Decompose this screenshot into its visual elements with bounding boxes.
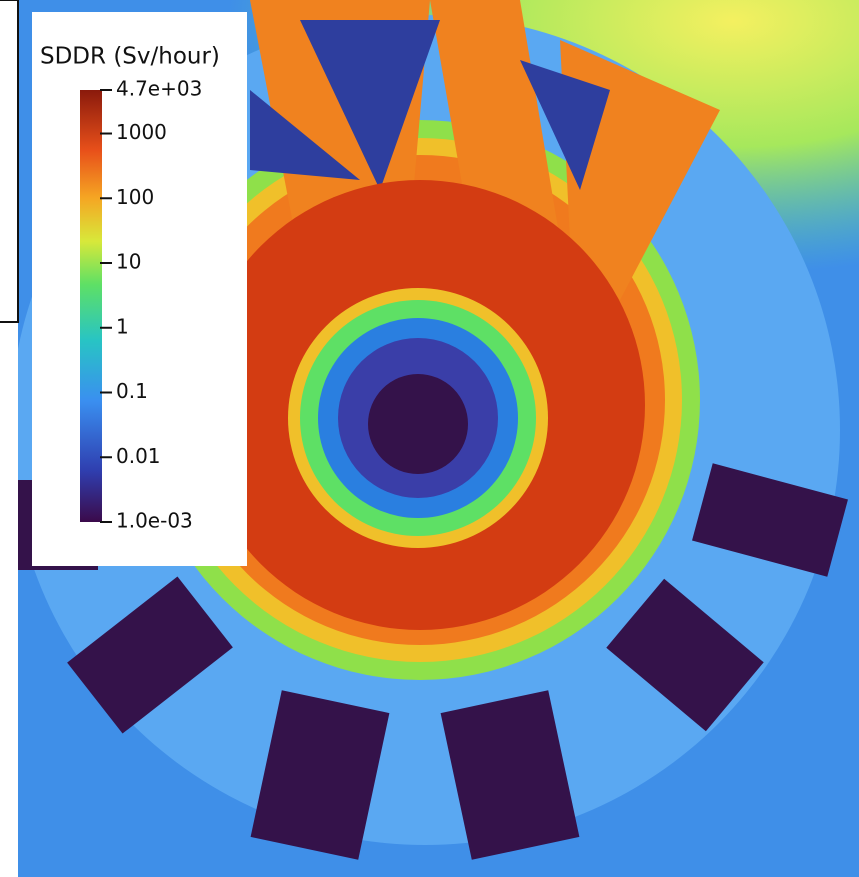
tick-label: 1	[116, 314, 129, 338]
tick-label: 0.1	[116, 379, 148, 403]
tick-label: 1000	[116, 120, 167, 144]
page: SDDR (Sv/hour) 4.7e+03 1000 100 10 1 0.1 0.01 1…	[0, 0, 859, 877]
frame-edge	[0, 0, 18, 322]
render-view: SDDR (Sv/hour) 4.7e+03 1000 100 10 1 0.1 0.01 1…	[0, 0, 859, 877]
colorbar	[80, 90, 102, 522]
tick-label: 100	[116, 185, 154, 209]
tick-label: 4.7e+03	[116, 77, 202, 101]
tick-label: 10	[116, 250, 141, 274]
colorbar-title: SDDR (Sv/hour)	[40, 44, 220, 70]
tick-label: 0.01	[116, 444, 161, 468]
tick-label: 1.0e-03	[116, 509, 193, 533]
